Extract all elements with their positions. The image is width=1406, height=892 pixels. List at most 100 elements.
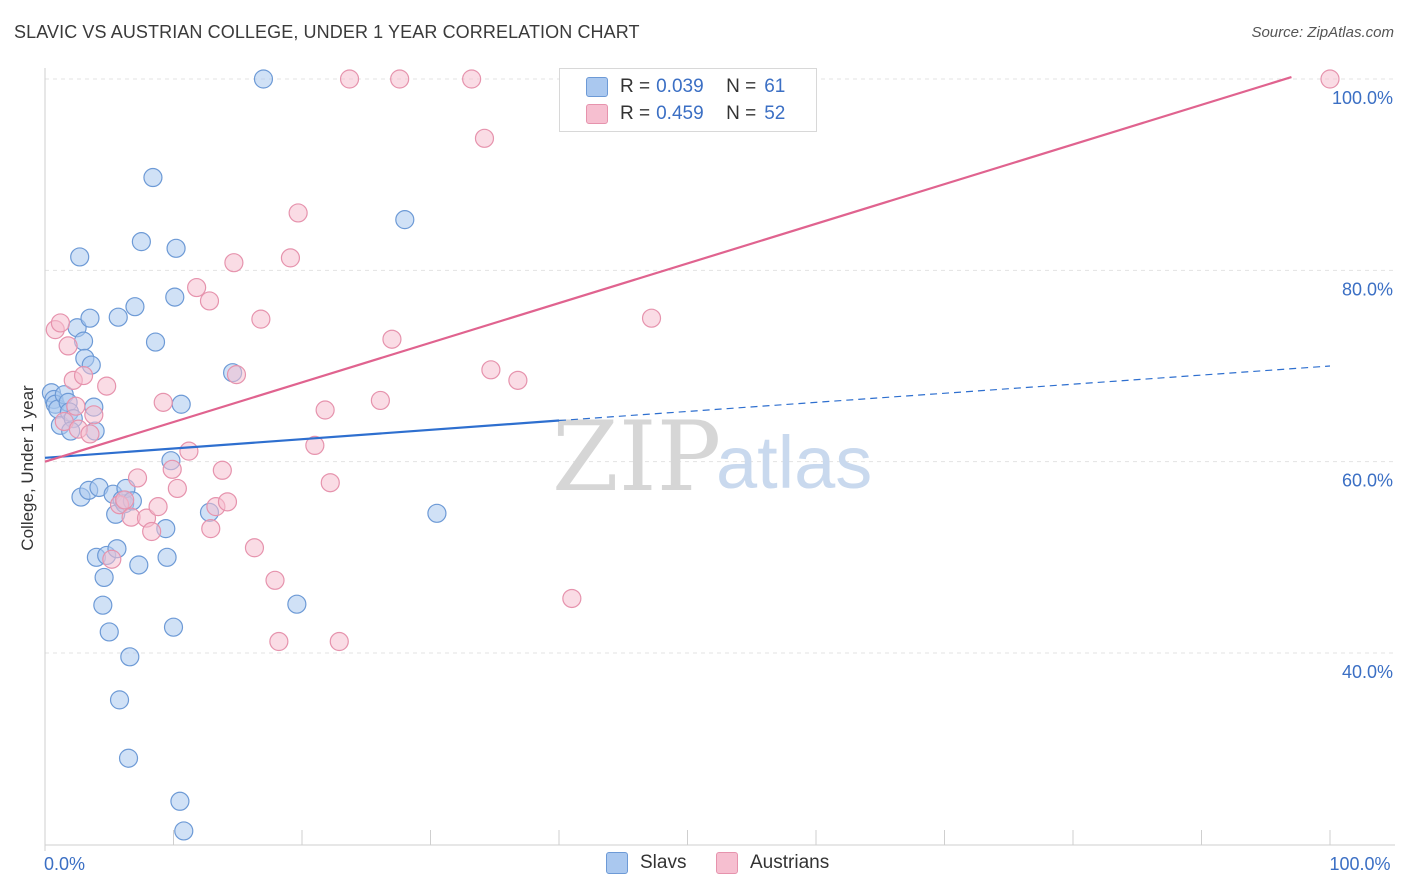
bottom-legend-slavs: Slavs [606,852,686,874]
y-tick-label: 60.0% [1342,471,1393,491]
austrians-trend-line [44,76,1292,463]
slavs-point [143,167,163,188]
legend-row-slavs: R = 0.039 N = 61 [586,75,785,99]
y-tick-label: 80.0% [1342,279,1393,299]
austrians-point [269,631,289,652]
austrians-point [142,521,162,542]
austrians-point [84,405,104,425]
trend-layer [44,76,1331,463]
austrians-point [1320,69,1340,89]
bottom-legend-austrians: Austrians [716,852,829,874]
slavs-point [253,69,274,89]
austrians-point [179,441,199,461]
austrians-point [251,309,271,329]
slavs-point [125,297,145,317]
y-tick-label: 40.0% [1342,662,1393,682]
legend-n-value: 52 [764,103,786,124]
slavs-trend-extension [558,365,1331,422]
austrians-point [305,435,325,456]
legend-r-label: R = [620,76,651,97]
legend-n-value: 61 [764,76,786,97]
austrians-point [148,497,168,517]
slavs-point [70,247,90,267]
austrians-point [462,69,482,89]
slavs-point [170,791,190,811]
slavs-legend-label: Slavs [640,852,687,873]
y-tick-label: 100.0% [1332,88,1393,108]
austrians-point [370,390,390,411]
slavs-point [80,308,100,328]
slavs-point [120,647,140,667]
slavs-point [165,287,185,307]
points-layer [41,69,1340,841]
austrians-point [162,459,182,479]
austrians-point [201,519,221,539]
legend-r-value: 0.459 [656,103,704,124]
slavs-point [99,622,119,642]
austrians-point [382,329,402,349]
slavs-trend-line [44,419,560,459]
austrians-point [187,277,207,298]
austrians-point [390,69,410,89]
slavs-point [157,547,177,567]
slavs-point [118,748,139,768]
austrians-point [474,128,495,148]
watermark: ZIP atlas [552,401,872,513]
slavs-point [171,394,191,414]
slavs-point [129,555,149,575]
austrians-point [58,336,78,356]
austrians-legend-label: Austrians [750,852,830,873]
austrians-point [224,253,244,273]
austrians-point [217,492,238,512]
slavs-point [174,821,194,841]
austrians-point [167,478,187,499]
slavs-point [109,690,130,710]
austrians-point [102,549,122,569]
austrians-point [508,370,528,390]
austrians-point [212,460,232,480]
legend-r-label: R = [620,103,651,124]
axes-layer [44,68,1395,851]
slavs-point [108,307,128,327]
grid-layer [45,78,1395,654]
austrians-point [226,365,247,385]
austrians-point [329,631,349,652]
slavs-point [145,332,166,352]
austrians-point [339,69,360,89]
austrians-point [153,392,173,412]
austrians-point [66,396,86,416]
x-tick-label: 100.0% [1329,854,1390,874]
source-label: Source: ZipAtlas.com [1251,24,1394,41]
austrians-legend-icon [716,852,738,874]
austrians-point [280,248,301,268]
austrians-point [127,468,148,488]
austrians-point [265,570,285,590]
austrians-point [80,424,100,444]
slavs-point [427,503,447,523]
austrians-point [320,473,340,493]
chart-title: SLAVIC VS AUSTRIAN COLLEGE, UNDER 1 YEAR… [14,22,640,42]
austrians-point [315,400,335,420]
austrians-point [73,365,94,386]
austrians-point [199,291,220,311]
legend-n-label: N = [726,103,757,124]
slavs-legend-icon [606,852,628,874]
legend-n-label: N = [726,76,757,97]
slavs-point [94,567,114,588]
x-tick-label: 0.0% [44,854,85,874]
austrians-swatch-icon [586,104,608,124]
austrians-point [50,313,71,333]
legend-r-value: 0.039 [656,76,704,97]
slavs-point [287,594,307,614]
legend-box: R = 0.039 N = 61 R = 0.459 N = 52 [559,68,817,132]
austrians-point [562,588,582,609]
tick-label-layer: 40.0% 60.0% 80.0% 100.0% 0.0% 100.0% [44,88,1393,874]
slavs-point [166,238,186,258]
slavs-point [163,617,184,637]
austrians-point [97,376,117,396]
slavs-point [395,210,415,230]
watermark-atlas: atlas [716,421,872,504]
austrians-point [481,360,501,380]
slavs-swatch-icon [586,77,608,97]
